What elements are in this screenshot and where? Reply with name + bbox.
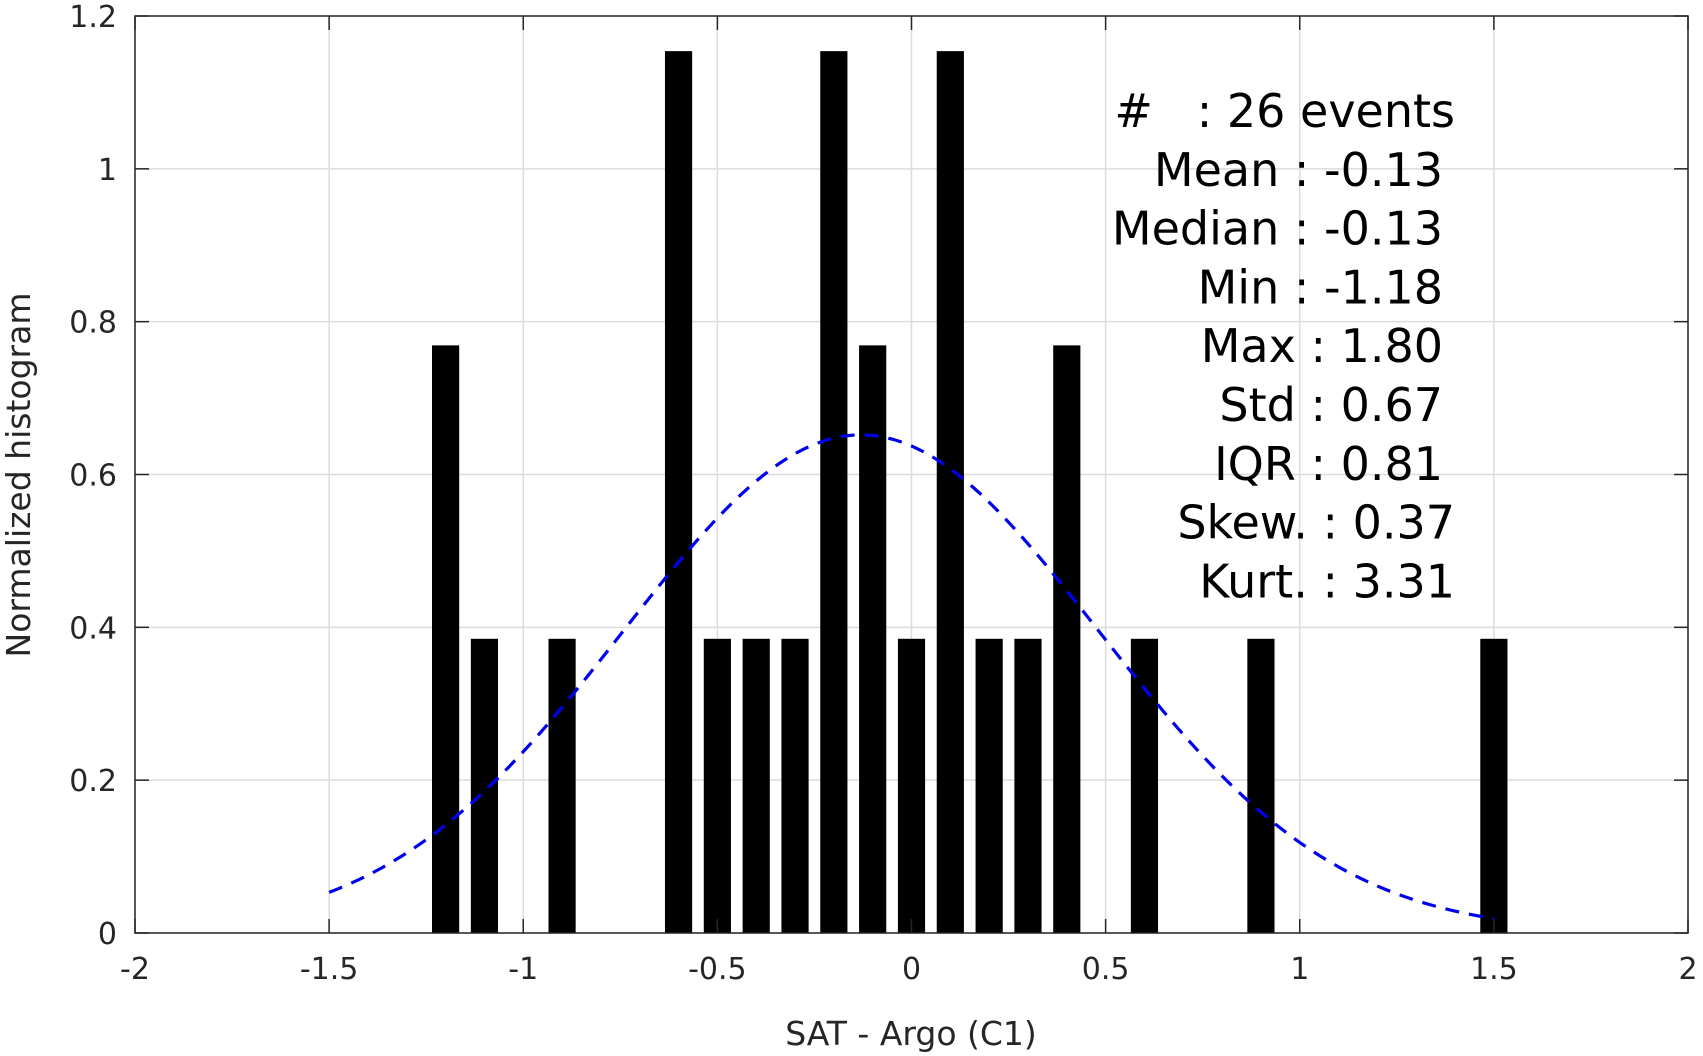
- histogram-bar: [781, 638, 809, 933]
- histogram-bar: [975, 638, 1003, 933]
- x-tick-label: 1.5: [1470, 952, 1518, 987]
- y-tick-label: 0.4: [69, 611, 117, 646]
- stats-line: Mean : -0.13: [1154, 143, 1443, 197]
- histogram-bar: [470, 638, 499, 933]
- tick-labels-layer: -2 -1.5 -1 -0.5 0 0.5 1 1.5 2 0 0.2 0.4 0.6 0.8 1 1.2: [69, 0, 1697, 987]
- x-tick-label: 1: [1290, 952, 1309, 987]
- histogram-bar: [1480, 638, 1508, 933]
- y-tick-label: 0.6: [69, 459, 117, 494]
- y-tick-label: 0.8: [69, 306, 117, 341]
- histogram-bar: [936, 51, 964, 933]
- stats-line: Min : -1.18: [1198, 260, 1443, 314]
- histogram-bar: [1053, 345, 1081, 933]
- histogram-bar: [859, 345, 887, 933]
- x-tick-label: -0.5: [688, 952, 747, 987]
- x-tick-label: 0: [902, 952, 921, 987]
- stats-line: Std : 0.67: [1219, 378, 1443, 432]
- y-tick-label: 0.2: [69, 764, 117, 799]
- histogram-bar: [664, 51, 693, 933]
- y-tick-label: 1: [98, 153, 117, 188]
- x-tick-label: -1: [508, 952, 538, 987]
- stats-line: Median : -0.13: [1112, 202, 1443, 256]
- stats-line: Skew. : 0.37: [1177, 496, 1455, 550]
- x-tick-label: 2: [1678, 952, 1697, 987]
- histogram-bar: [1247, 638, 1275, 933]
- histogram-bar: [742, 638, 770, 933]
- x-tick-label: -1.5: [300, 952, 359, 987]
- axes-layer: [134, 15, 1689, 934]
- curve-layer: [328, 433, 1495, 921]
- stats-line: IQR : 0.81: [1214, 437, 1443, 491]
- histogram-bar: [1014, 638, 1042, 933]
- x-axis-label: SAT - Argo (C1): [785, 1014, 1037, 1053]
- histogram-bar: [548, 638, 576, 933]
- gaussian-fit-curve: [328, 433, 1495, 921]
- stats-line: # : 26 events: [1114, 84, 1455, 138]
- y-axis-label: Normalized histogram: [0, 293, 38, 658]
- y-tick-label: 1.2: [69, 0, 117, 35]
- histogram-bar: [1130, 638, 1159, 933]
- histogram-bar: [820, 51, 848, 933]
- histogram-bar: [897, 638, 926, 933]
- stats-line: Max : 1.80: [1201, 319, 1443, 373]
- x-tick-label: 0.5: [1082, 952, 1130, 987]
- x-tick-label: -2: [120, 952, 150, 987]
- histogram-bar: [432, 345, 460, 933]
- y-tick-label: 0: [98, 917, 117, 952]
- histogram-bar: [703, 638, 731, 933]
- stats-line: Kurt. : 3.31: [1199, 554, 1455, 608]
- bars-layer: [432, 51, 1508, 933]
